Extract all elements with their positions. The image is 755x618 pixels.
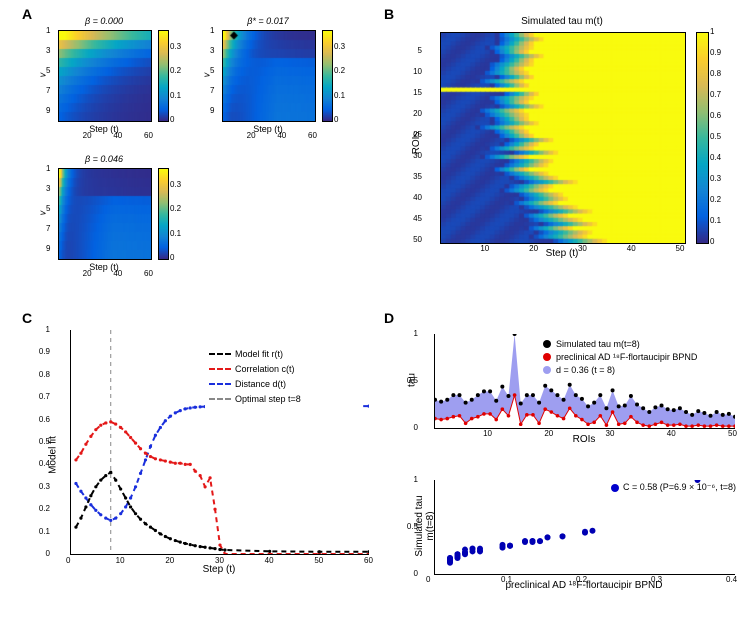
panel-a-heatmap-title-0: β = 0.000	[58, 16, 150, 26]
panel-a-xlabel-2: Step (t)	[58, 262, 150, 272]
panel-a-colorbar-0	[158, 30, 169, 122]
panel-label-d: D	[384, 310, 394, 326]
panel-label-b: B	[384, 6, 394, 22]
panel-b-title: Simulated tau m(t)	[440, 16, 684, 27]
panel-label-a: A	[22, 6, 32, 22]
panel-c-xlabel: Step (t)	[70, 564, 368, 575]
panel-c-plot: Model fit r(t)Correlation c(t)Distance d…	[70, 330, 369, 555]
panel-b-colorbar	[696, 32, 709, 244]
panel-a-heatmap-canvas-0	[58, 30, 152, 122]
panel-d-bot-xlabel: preclinical AD ¹⁸F-flortaucipir BPND	[434, 580, 734, 591]
panel-a-heatmap-canvas-1	[222, 30, 316, 122]
panel-c: Model fit Model fit r(t)Correlation c(t)…	[42, 320, 382, 590]
panel-c-legend: Model fit r(t)Correlation c(t)Distance d…	[205, 344, 363, 410]
panel-a-colorbar-1	[322, 30, 333, 122]
panel-b-xlabel: Step (t)	[440, 248, 684, 259]
panel-d-top-plot: Simulated tau m(t=8)preclinical AD ¹⁸F-f…	[434, 334, 735, 429]
panel-d-bot-corr-label: C = 0.58 (P=6.9 × 10⁻⁶, t=8)	[611, 482, 736, 493]
panel-a-heatmap-0: β = 0.000vStep (t)1357920406000.10.20.3	[58, 30, 150, 120]
panel-a-heatmap-title-2: β = 0.046	[58, 154, 150, 164]
panel-d-bot-plot	[434, 480, 735, 575]
panel-d-bot-svg	[435, 480, 735, 574]
figure: A B C D β = 0.000vStep (t)1357920406000.…	[0, 0, 755, 618]
panel-d-top-xlabel: ROIs	[434, 434, 734, 445]
panel-label-c: C	[22, 310, 32, 326]
panel-a-heatmap-2: β = 0.046vStep (t)1357920406000.10.20.3	[58, 168, 150, 258]
panel-a: β = 0.000vStep (t)1357920406000.10.20.3 β…	[42, 18, 352, 278]
panel-b: Simulated tau m(t) ROIs 5101520253035404…	[400, 18, 740, 268]
panel-a-colorbar-2	[158, 168, 169, 260]
panel-d-top-legend: Simulated tau m(t=8)preclinical AD ¹⁸F-f…	[540, 336, 731, 379]
panel-d: tau Simulated tau m(t=8)preclinical AD ¹…	[400, 328, 744, 598]
panel-b-heatmap	[440, 32, 686, 244]
panel-a-heatmap-1: β* = 0.017vStep (t)1357920406000.10.20.3	[222, 30, 314, 120]
panel-a-xlabel-0: Step (t)	[58, 124, 150, 134]
panel-a-heatmap-canvas-2	[58, 168, 152, 260]
panel-a-xlabel-1: Step (t)	[222, 124, 314, 134]
panel-a-heatmap-title-1: β* = 0.017	[222, 16, 314, 26]
